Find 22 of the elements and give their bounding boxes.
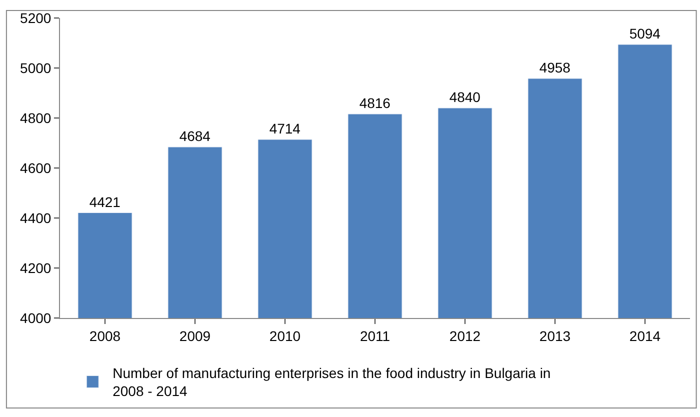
y-tick-label: 4800	[20, 110, 52, 126]
data-label: 4958	[539, 60, 571, 76]
x-tick-label: 2010	[269, 328, 301, 344]
data-label: 4840	[449, 89, 481, 105]
x-tick-label: 2011	[360, 328, 390, 344]
data-label: 4816	[359, 95, 391, 111]
data-label: 4684	[179, 128, 211, 144]
x-tick-label: 2013	[539, 328, 571, 344]
data-label: 4714	[269, 120, 301, 136]
y-tick-label: 4000	[20, 310, 52, 326]
y-tick-label: 4200	[20, 260, 52, 276]
x-tick-label: 2009	[179, 328, 211, 344]
x-tick-label: 2014	[629, 328, 661, 344]
legend-label: Number of manufacturing enterprises in the food industry in Bulgaria in 2008 - 2014	[112, 365, 551, 400]
y-tick-label: 4400	[20, 210, 52, 226]
y-tick-label: 4600	[20, 160, 52, 176]
x-tick-label: 2008	[89, 328, 121, 344]
y-tick-label: 5200	[20, 10, 52, 26]
y-tick-label: 5000	[20, 60, 52, 76]
data-label: 4421	[89, 194, 121, 210]
data-label: 5094	[629, 26, 661, 42]
x-tick-label: 2012	[449, 328, 481, 344]
